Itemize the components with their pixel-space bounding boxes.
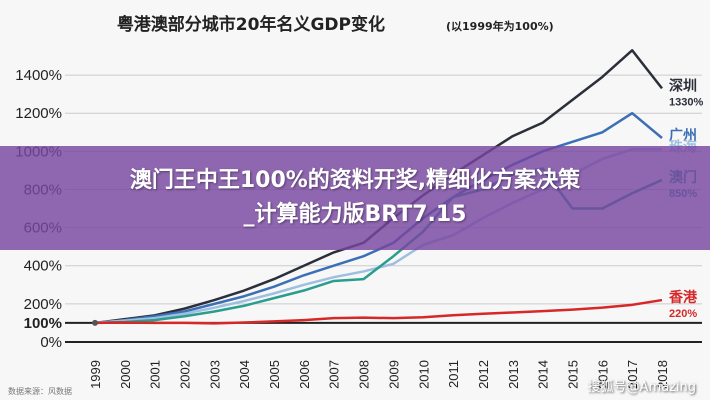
x-tick-label: 2005 xyxy=(267,360,282,389)
banner-line-2: _计算能力版BRT7.15 xyxy=(243,202,467,227)
x-tick-label: 2018 xyxy=(655,360,670,389)
x-tick-label: 2015 xyxy=(565,360,580,389)
series-end-value: 220% xyxy=(669,308,697,320)
x-tick-label: 2009 xyxy=(386,360,401,389)
series-line xyxy=(94,298,663,325)
x-tick-label: 2010 xyxy=(416,360,431,389)
series-name-label: 广州 xyxy=(669,127,697,144)
y-tick-label: 0% xyxy=(40,334,62,351)
x-tick-label: 2017 xyxy=(625,360,640,389)
x-tick-label: 2004 xyxy=(237,360,252,389)
x-tick-label: 2008 xyxy=(357,360,372,389)
series-name-label: 香港 xyxy=(668,289,698,306)
x-tick-label: 2014 xyxy=(536,360,551,389)
x-tick-label: 2011 xyxy=(446,360,461,388)
x-tick-label: 2006 xyxy=(297,360,312,389)
y-tick-label: 1200% xyxy=(15,105,62,122)
overlay-banner: 澳门王中王100%的资料开奖,精细化方案决策 _计算能力版BRT7.15 xyxy=(0,146,710,250)
banner-text: 澳门王中王100%的资料开奖,精细化方案决策 _计算能力版BRT7.15 xyxy=(0,164,710,232)
x-tick-label: 2007 xyxy=(327,360,342,389)
x-axis-ticks: 1999 2000 2001 2002 2003 2004 2005 2006 2007 2008… xyxy=(88,360,670,389)
y-tick-label: 400% xyxy=(24,258,62,275)
x-tick-label: 2001 xyxy=(148,360,163,389)
y-tick-label: 200% xyxy=(24,296,62,313)
chart-title: 粤港澳部分城市20年名义GDP变化 xyxy=(117,14,385,35)
series-name-label: 深圳 xyxy=(669,77,697,94)
x-tick-label: 2012 xyxy=(476,360,491,389)
x-tick-label: 2002 xyxy=(178,360,193,389)
x-tick-label: 2016 xyxy=(595,360,610,389)
y-tick-label: 1400% xyxy=(15,67,62,84)
x-tick-label: 1999 xyxy=(88,360,103,389)
series-end-value: 1330% xyxy=(669,96,703,108)
y-tick-label: 100% xyxy=(24,315,62,332)
chart-subtitle: (以1999年为100%) xyxy=(446,19,554,33)
data-source-credit: 数据来源：风数据 xyxy=(8,387,72,396)
x-tick-label: 2000 xyxy=(118,360,133,389)
x-tick-label: 2003 xyxy=(207,360,222,389)
watermark: 搜狐号@Amazing xyxy=(587,380,696,395)
x-tick-label: 2013 xyxy=(506,360,521,389)
start-point xyxy=(92,319,98,326)
banner-line-1: 澳门王中王100%的资料开奖,精细化方案决策 xyxy=(129,168,581,193)
